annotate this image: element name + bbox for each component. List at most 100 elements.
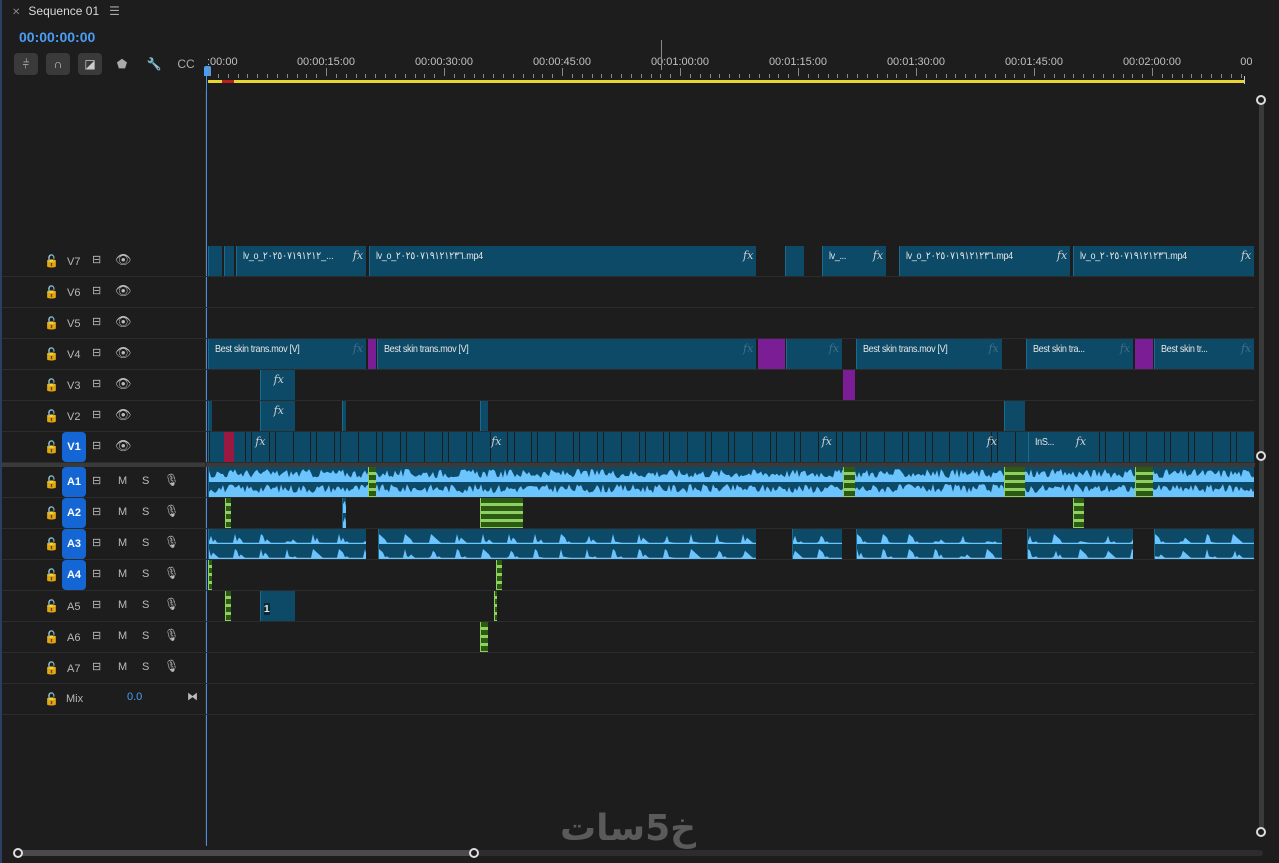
microphone-icon[interactable]: 🎙 — [164, 535, 180, 549]
sync-lock-icon[interactable]: ⊟ — [92, 440, 102, 452]
sync-lock-icon[interactable]: ⊟ — [92, 506, 102, 518]
video-clip[interactable]: lv_o_٢٠٢٥٠٧١٩١٢١٢٣٦.mp4 fx — [1073, 246, 1255, 276]
audio-clip[interactable] — [792, 529, 843, 559]
solo-button[interactable]: S — [142, 475, 150, 487]
audio-clip[interactable] — [367, 467, 377, 497]
audio-clip[interactable] — [842, 467, 855, 497]
mute-button[interactable]: M — [118, 506, 128, 518]
audio-clip[interactable] — [1004, 467, 1026, 497]
sync-lock-icon[interactable]: ⊟ — [92, 285, 102, 297]
sync-lock-icon[interactable]: ⊟ — [92, 378, 102, 390]
mute-button[interactable]: M — [118, 537, 128, 549]
video-clip[interactable]: Best skin trans.mov [V] fx — [208, 339, 367, 369]
sync-lock-icon[interactable]: ⊟ — [92, 661, 102, 673]
linked-selection-button[interactable]: ◪ — [78, 53, 102, 75]
audio-clip[interactable]: 1 — [259, 591, 296, 621]
video-clip[interactable] — [208, 246, 223, 276]
lock-icon[interactable]: 🔓 — [44, 630, 59, 644]
mix-volume-value[interactable]: 0.0 — [127, 691, 143, 703]
lock-icon[interactable]: 🔓 — [44, 409, 59, 423]
timeline-settings-button[interactable]: 🔧 — [146, 57, 162, 71]
video-clip[interactable]: lv_o_٢٠٢٥٠٧١٩١٢١٢_... fx — [236, 246, 367, 276]
playhead-timecode[interactable]: 00:00:00:00 — [19, 29, 96, 45]
video-clip[interactable]: InS... fx — [1028, 432, 1090, 462]
horizontal-scrollbar[interactable] — [18, 850, 1263, 856]
eye-icon[interactable]: 👁 — [115, 314, 132, 329]
hamburger-menu-icon[interactable]: ☰ — [109, 4, 120, 18]
close-icon[interactable]: ✕ — [12, 7, 21, 18]
eye-icon[interactable]: 👁 — [115, 407, 132, 422]
audio-clip[interactable] — [480, 498, 523, 528]
audio-clip[interactable] — [1026, 529, 1134, 559]
add-marker-button[interactable]: ⬟ — [116, 57, 128, 71]
eye-icon[interactable]: 👁 — [115, 438, 132, 453]
audio-clip[interactable] — [208, 467, 1255, 497]
eye-icon[interactable]: 👁 — [115, 345, 132, 360]
video-clip[interactable]: fx — [259, 370, 296, 400]
zoom-handle-right[interactable] — [469, 848, 479, 858]
audio-clip[interactable] — [1153, 529, 1255, 559]
eye-icon[interactable]: 👁 — [115, 283, 132, 298]
video-clip[interactable]: fx — [259, 401, 296, 431]
video-clip[interactable]: lv_... fx — [821, 246, 887, 276]
video-clip[interactable] — [480, 401, 489, 431]
lock-icon[interactable]: 🔓 — [44, 506, 59, 520]
solo-button[interactable]: S — [142, 537, 150, 549]
track-target-V1[interactable]: V1 — [62, 432, 86, 462]
lock-icon[interactable]: 🔓 — [44, 692, 59, 706]
video-clip[interactable]: lv_o_٢٠٢٥٠٧١٩١٢١٢٣٦.mp4 fx — [898, 246, 1071, 276]
audio-clip[interactable] — [225, 498, 231, 528]
video-clip[interactable]: lv_o_٢٠٢٥٠٧١٩١٢١٢٣٦.mp4 fx — [369, 246, 757, 276]
track-target-A2[interactable]: A2 — [62, 498, 86, 528]
playhead-line[interactable] — [206, 66, 207, 846]
track-target-A3[interactable]: A3 — [62, 529, 86, 559]
audio-clip[interactable] — [208, 529, 367, 559]
sync-lock-icon[interactable]: ⊟ — [92, 537, 102, 549]
video-clip[interactable] — [341, 401, 346, 431]
video-clip[interactable]: fx — [786, 339, 843, 369]
mute-button[interactable]: M — [118, 475, 128, 487]
video-clip[interactable]: Best skin tra... fx — [1026, 339, 1134, 369]
insert-nested-sequence-button[interactable]: ⫩ — [14, 53, 38, 75]
sync-lock-icon[interactable]: ⊟ — [92, 316, 102, 328]
microphone-icon[interactable]: 🎙 — [164, 597, 180, 611]
vertical-scroll-handle-bottom[interactable] — [1256, 827, 1266, 837]
lock-icon[interactable]: 🔓 — [44, 537, 59, 551]
microphone-icon[interactable]: 🎙 — [164, 566, 180, 580]
track-target-A4[interactable]: A4 — [62, 560, 86, 590]
solo-button[interactable]: S — [142, 568, 150, 580]
lock-icon[interactable]: 🔓 — [44, 254, 59, 268]
mute-button[interactable]: M — [118, 630, 128, 642]
vertical-scrollbar[interactable] — [1259, 100, 1264, 832]
go-to-in-out-icon[interactable]: ⧓ — [187, 691, 198, 703]
video-clip[interactable]: Best skin trans.mov [V] fx — [856, 339, 1002, 369]
snap-button[interactable]: ∩ — [46, 53, 70, 75]
audio-clip[interactable] — [494, 591, 498, 621]
audio-clip[interactable] — [856, 529, 1002, 559]
microphone-icon[interactable]: 🎙 — [164, 504, 180, 518]
vertical-scroll-handle-mid[interactable] — [1256, 451, 1266, 461]
work-area-bar[interactable] — [208, 80, 1244, 83]
captions-button[interactable]: CC — [177, 57, 195, 71]
solo-button[interactable]: S — [142, 506, 150, 518]
sync-lock-icon[interactable]: ⊟ — [92, 347, 102, 359]
audio-clip[interactable] — [225, 591, 231, 621]
audio-clip[interactable] — [1073, 498, 1085, 528]
video-clip[interactable]: Best skin trans.mov [V] fx — [377, 339, 757, 369]
vertical-scroll-handle-top[interactable] — [1256, 95, 1266, 105]
lock-icon[interactable]: 🔓 — [44, 568, 59, 582]
video-clip[interactable] — [223, 246, 234, 276]
sync-lock-icon[interactable]: ⊟ — [92, 630, 102, 642]
eye-icon[interactable]: 👁 — [115, 376, 132, 391]
sequence-tab[interactable]: ✕ Sequence 01 ☰ — [12, 4, 120, 18]
video-audio-divider[interactable] — [2, 463, 1255, 467]
lock-icon[interactable]: 🔓 — [44, 661, 59, 675]
eye-icon[interactable]: 👁 — [115, 252, 132, 267]
solo-button[interactable]: S — [142, 599, 150, 611]
video-clip[interactable] — [784, 246, 805, 276]
microphone-icon[interactable]: 🎙 — [164, 659, 180, 673]
sync-lock-icon[interactable]: ⊟ — [92, 475, 102, 487]
sync-lock-icon[interactable]: ⊟ — [92, 409, 102, 421]
horizontal-scroll-thumb[interactable] — [18, 850, 474, 856]
mute-button[interactable]: M — [118, 568, 128, 580]
